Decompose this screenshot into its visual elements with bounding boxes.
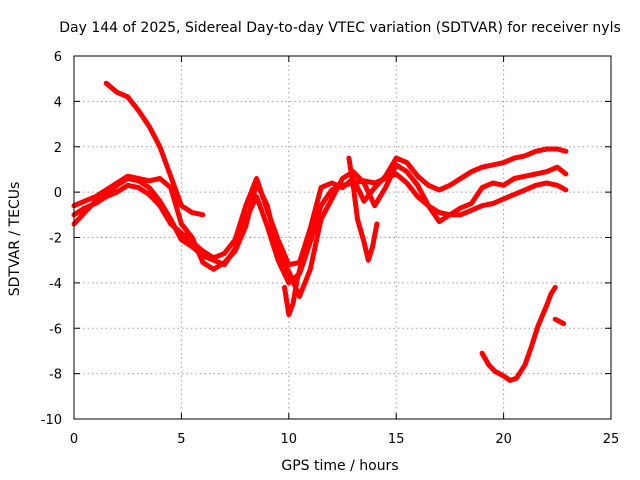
- y-tick-label: -8: [49, 368, 62, 383]
- y-tick-label: -10: [41, 413, 62, 428]
- x-tick-label: 15: [388, 432, 405, 447]
- y-tick-label: 4: [54, 95, 62, 110]
- data-series-sat-g-markers: [481, 286, 556, 382]
- data-series-sat-e-markers: [348, 157, 378, 264]
- data-series-sat-d-markers: [105, 82, 204, 216]
- x-tick-label: 25: [603, 432, 620, 447]
- data-series-sat-f-markers: [283, 262, 303, 318]
- data-series-sat-a-markers: [73, 173, 567, 285]
- y-axis-label: SDTVAR / TECUs: [7, 182, 23, 297]
- data-series-sat-b-markers: [73, 163, 567, 299]
- x-tick-label: 10: [281, 432, 298, 447]
- grid: [74, 56, 611, 419]
- x-tick-label: 5: [177, 432, 185, 447]
- y-tick-label: 6: [54, 50, 62, 65]
- y-tick-label: -4: [49, 277, 62, 292]
- data-series-sat-h-markers: [554, 318, 565, 325]
- y-tick-label: -2: [49, 232, 62, 247]
- x-tick-label: 20: [495, 432, 512, 447]
- x-tick-label: 0: [70, 432, 78, 447]
- data-series-sat-g: [479, 284, 558, 383]
- chart-title: Day 144 of 2025, Sidereal Day-to-day VTE…: [59, 20, 621, 36]
- axes: 0 5 10 15 20 25 -10 -8 -6 -4 -2 0 2 4 6: [41, 50, 620, 447]
- y-tick-label: 0: [54, 186, 62, 201]
- data-series-sat-c-markers: [73, 148, 567, 266]
- y-tick-label: -6: [49, 322, 62, 337]
- data-series-sat-e: [346, 155, 380, 263]
- plot-frame: [73, 55, 612, 420]
- y-tick-label: 2: [54, 141, 62, 156]
- data-series: [71, 80, 569, 383]
- x-axis-label: GPS time / hours: [281, 458, 398, 474]
